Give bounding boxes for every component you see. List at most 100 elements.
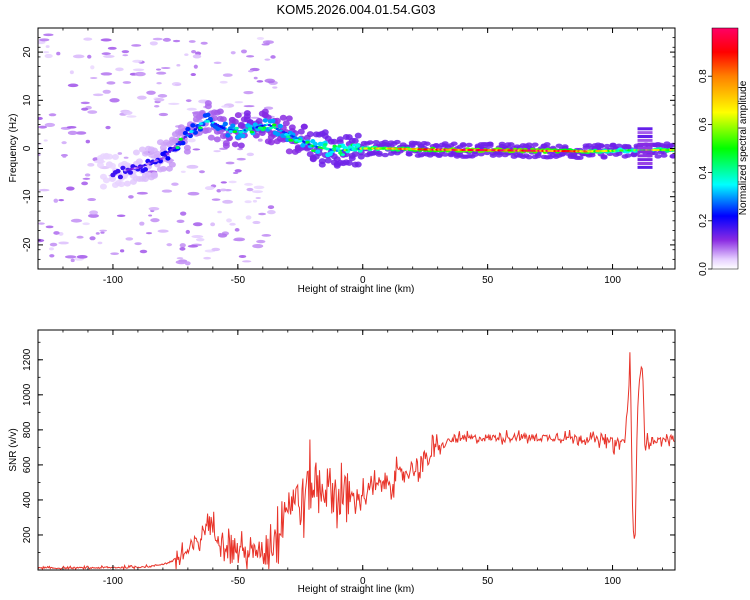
spectrogram-cell (189, 130, 194, 133)
colorbar-tick-label: 0.4 (698, 165, 709, 179)
spectrogram-cell (210, 222, 216, 227)
spectrogram-cell (637, 127, 653, 131)
spectrogram-cell (226, 218, 232, 223)
spectrogram-cell (252, 199, 258, 203)
spectrogram-cell (123, 180, 131, 187)
spectrogram-cell (45, 225, 54, 229)
spectrogram-cell (624, 144, 632, 149)
spectrogram-cell (240, 49, 247, 54)
spectrogram-cell (285, 115, 293, 122)
x-tick-label: -100 (103, 275, 123, 286)
spectrogram-cell (97, 241, 103, 245)
spectrogram-cell (187, 132, 192, 135)
spectrogram-cell (338, 151, 343, 155)
spectrogram-cell (161, 156, 166, 159)
spectrogram-cell (217, 210, 222, 214)
spectrogram-cell (184, 53, 189, 56)
spectrogram-cell (219, 116, 227, 123)
spectrogram-cell (256, 239, 266, 244)
spectrogram-cell (234, 101, 244, 104)
spectrogram-cell (134, 71, 146, 77)
spectrogram-cell (158, 112, 169, 117)
spectrogram-cell (75, 131, 87, 135)
x-tick-label: 50 (482, 275, 494, 286)
spectrogram-cell (119, 249, 125, 253)
spectrogram-cell (174, 83, 182, 86)
spectrogram-cell (345, 159, 353, 166)
spectrogram-cell (176, 257, 184, 260)
spectrogram-cell (238, 254, 247, 258)
spectrogram-cell (637, 150, 653, 154)
spectrogram-cell (95, 232, 100, 235)
spectrogram-cell (213, 61, 222, 65)
spectrogram-cell (121, 50, 130, 54)
spectrogram-cell (207, 134, 215, 141)
spectrogram-cell (233, 237, 246, 242)
spectrogram-cell (654, 154, 662, 159)
spectrogram-cell (101, 52, 111, 56)
spectrogram-cell (89, 210, 99, 215)
spectrogram-cell (168, 102, 180, 105)
spectrogram-cell (219, 80, 228, 84)
spectrogram-cell (58, 199, 65, 202)
spectrogram-cell (471, 152, 479, 157)
spectrogram-cell (311, 149, 316, 153)
spectrogram-cell (184, 261, 191, 266)
spectrogram-cell (238, 130, 244, 134)
spectrogram-cell (247, 127, 253, 131)
spectrogram-cell (231, 118, 239, 125)
spectrogram-cell (241, 260, 252, 263)
spectrogram-cell (38, 238, 45, 243)
colorbar: 0.0 0.2 0.4 0.6 0.8 Normalized spectral ampl… (698, 27, 749, 276)
spectrogram-cell (116, 214, 126, 217)
spectrogram-cell (43, 139, 48, 142)
spectrogram-cell (267, 80, 275, 84)
spectrogram-cell (637, 142, 653, 146)
spectrogram-cell (354, 161, 362, 168)
spectrogram-cell (405, 151, 413, 157)
spectrogram-cell (576, 155, 584, 160)
spectrogram-cell (96, 162, 104, 169)
spectrogram-cell (82, 177, 91, 180)
spectrogram-cell (38, 125, 47, 129)
spectrogram-cell (244, 200, 252, 204)
spectrogram-cell (236, 157, 246, 161)
spectrogram-cell (637, 131, 653, 135)
spectrogram-cell (58, 231, 64, 236)
spectrogram-cell (156, 82, 162, 85)
x-tick-label: 100 (604, 275, 621, 286)
spectrogram-cell (155, 68, 162, 71)
x-tick-label: 0 (360, 576, 366, 587)
y-tick-label: 10 (22, 94, 33, 106)
x-tick-label: -100 (103, 576, 123, 587)
spectrogram-cell (198, 170, 205, 174)
spectrogram-cell (450, 141, 458, 146)
spectrogram-cell (141, 150, 149, 157)
spectrogram-cell (561, 144, 569, 149)
spectrogram-cell (84, 173, 91, 177)
spectrogram-cell (257, 138, 263, 142)
spectrogram-cell (123, 156, 129, 159)
spectrogram-cell (477, 152, 485, 157)
spectrogram-cell (222, 73, 233, 77)
spectrogram-cell (651, 150, 659, 156)
spectrogram-cell (261, 43, 270, 46)
spectrogram-cell (115, 67, 124, 72)
spectrogram-cell (221, 105, 230, 108)
spectrogram-cell (87, 198, 97, 202)
spectrogram-cell (154, 104, 160, 108)
spectrogram-cell (193, 64, 198, 69)
spectrogram-cell (175, 143, 180, 146)
spectrogram-cell (157, 229, 169, 233)
spectrogram-cell (305, 140, 310, 144)
x-tick-label: 50 (482, 576, 494, 587)
spectrogram-cell (597, 143, 605, 149)
spectrogram-cell (168, 161, 176, 168)
spectrogram-cell (111, 153, 119, 160)
spectrogram-cell (178, 137, 184, 141)
spectrogram-cell (82, 222, 90, 226)
spectrogram-cell (297, 139, 303, 143)
x-tick-label: 0 (360, 275, 366, 286)
spectrogram-cell (240, 133, 246, 139)
spectrogram-cell (49, 254, 55, 258)
